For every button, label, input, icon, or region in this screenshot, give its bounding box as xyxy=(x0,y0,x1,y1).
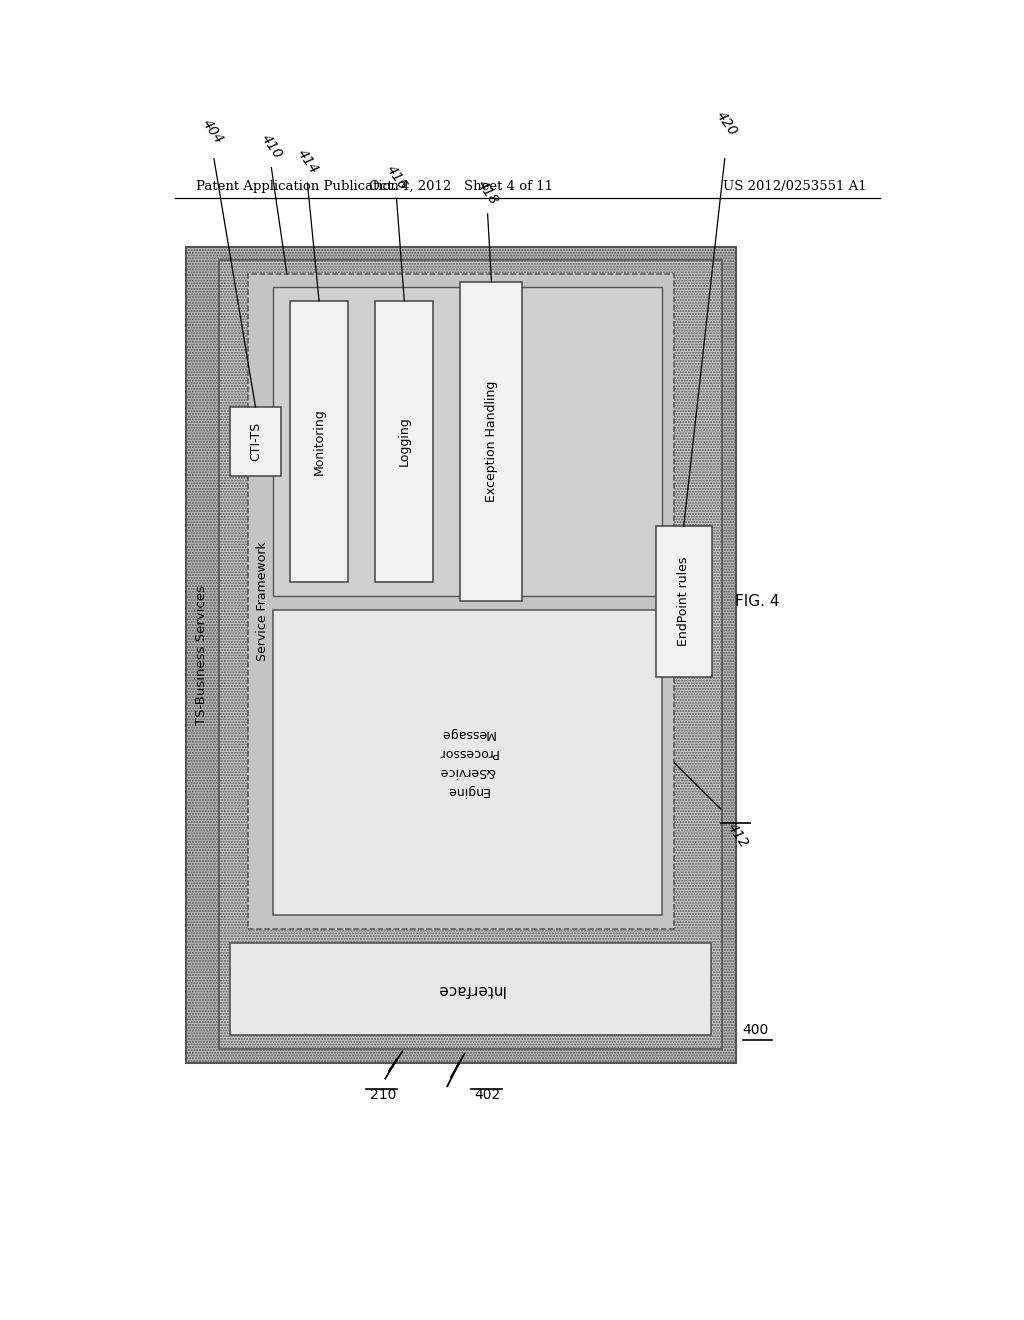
Text: 410: 410 xyxy=(258,132,285,161)
Bar xyxy=(230,407,281,477)
Bar xyxy=(273,286,662,595)
Text: Monitoring: Monitoring xyxy=(312,408,326,475)
Text: 404: 404 xyxy=(200,116,226,147)
Text: 418: 418 xyxy=(474,178,501,207)
Text: 412: 412 xyxy=(725,821,752,850)
Bar xyxy=(230,942,711,1035)
Text: Oct. 4, 2012   Sheet 4 of 11: Oct. 4, 2012 Sheet 4 of 11 xyxy=(370,180,553,193)
Text: 414: 414 xyxy=(294,147,321,177)
Text: 402: 402 xyxy=(474,1088,501,1102)
Text: 210: 210 xyxy=(370,1088,396,1102)
Text: 420: 420 xyxy=(713,108,739,139)
Bar xyxy=(290,301,348,582)
Text: US 2012/0253551 A1: US 2012/0253551 A1 xyxy=(723,180,866,193)
Bar xyxy=(248,275,675,929)
Text: TS-Business Services: TS-Business Services xyxy=(196,585,208,725)
Text: CTI-TS: CTI-TS xyxy=(249,422,262,462)
Text: Patent Application Publication: Patent Application Publication xyxy=(197,180,399,193)
Text: Logging: Logging xyxy=(397,417,411,466)
Text: Service Framework: Service Framework xyxy=(256,541,268,661)
Text: Exception Handling: Exception Handling xyxy=(485,380,498,502)
Bar xyxy=(461,281,522,601)
Text: EndPoint rules: EndPoint rules xyxy=(677,557,690,647)
Text: Engine
&Service
Processor
Message: Engine &Service Processor Message xyxy=(437,727,498,797)
Bar xyxy=(219,260,722,1049)
Bar xyxy=(273,610,662,915)
Bar xyxy=(375,301,433,582)
Bar xyxy=(655,527,712,677)
Bar xyxy=(186,247,736,1063)
Text: FIG. 4: FIG. 4 xyxy=(735,594,779,609)
Text: 416: 416 xyxy=(383,162,410,193)
Text: 400: 400 xyxy=(742,1023,769,1038)
Text: Interface: Interface xyxy=(436,982,505,997)
